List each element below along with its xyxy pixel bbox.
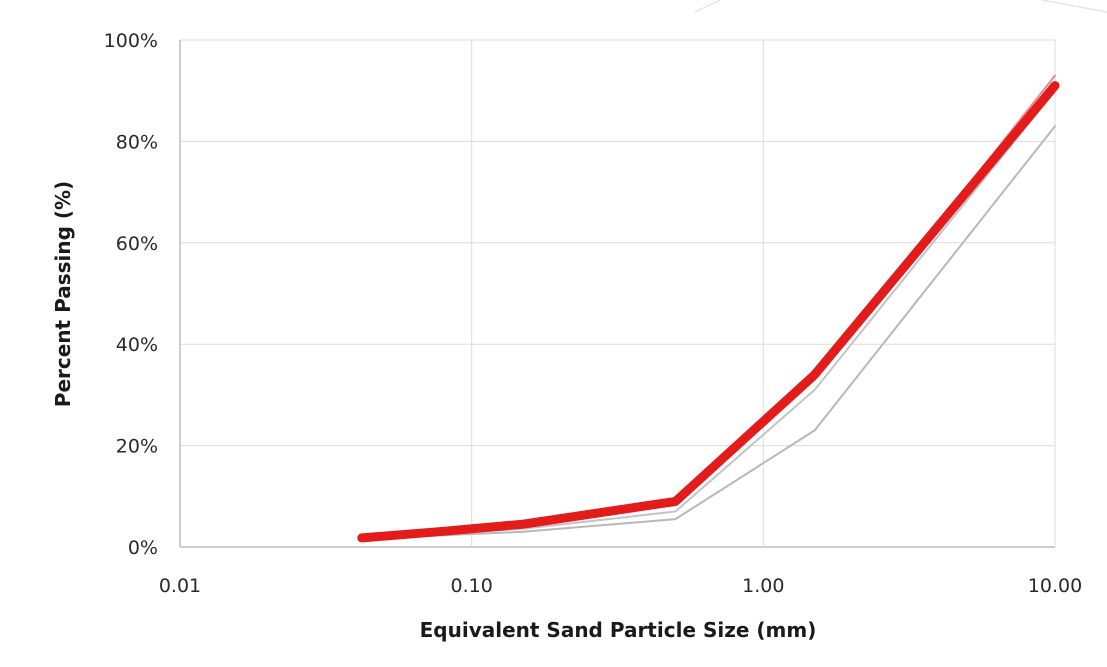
x-tick-label: 0.01 [159, 575, 201, 597]
y-tick-label: 0% [128, 537, 158, 559]
x-tick-label: 0.10 [451, 575, 493, 597]
y-tick-label: 100% [104, 30, 158, 52]
x-axis-title: Equivalent Sand Particle Size (mm) [420, 618, 817, 642]
y-axis-title: Percent Passing (%) [51, 181, 75, 407]
corner-artifact [694, 0, 721, 13]
grid [179, 39, 1056, 548]
corner-artifact [1041, 0, 1107, 13]
x-tick-label: 1.00 [742, 575, 784, 597]
y-tick-label: 60% [116, 233, 158, 255]
y-tick-label: 40% [116, 334, 158, 356]
tick-labels: 0% 20% 40% 60% 80% 100% 0.01 0.10 1.00 10.00 [104, 30, 1083, 597]
x-tick-label: 10.00 [1028, 575, 1082, 597]
y-tick-label: 20% [116, 436, 158, 458]
series-line-4 [357, 81, 1060, 543]
series-group [357, 74, 1060, 543]
y-tick-label: 80% [116, 131, 158, 153]
